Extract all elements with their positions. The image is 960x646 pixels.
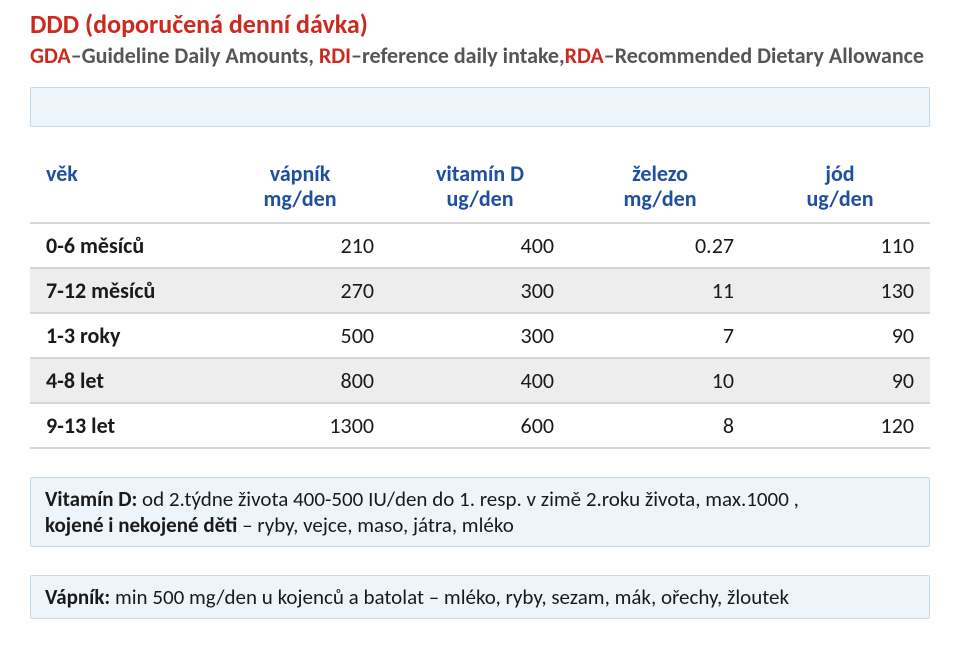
col-header-vitd: vitamín D ug/den	[390, 153, 570, 223]
table-row: 4-8 let 800 400 10 90	[30, 358, 930, 403]
cell: 120	[750, 403, 930, 448]
table-row: 0-6 měsíců 210 400 0.27 110	[30, 223, 930, 268]
title-seg-comma: ,	[308, 42, 319, 69]
cell: 500	[210, 313, 390, 358]
row-label: 1-3 roky	[30, 313, 210, 358]
col-name: jód	[825, 160, 854, 187]
table-row: 7-12 měsíců 270 300 11 130	[30, 268, 930, 313]
col-header-iron: železo mg/den	[570, 153, 750, 223]
col-unit: ug/den	[766, 186, 914, 211]
col-name: věk	[46, 160, 78, 187]
title-seg-rda-txt: –Recommended Dietary Allowance	[604, 42, 924, 69]
col-unit: ug/den	[406, 186, 554, 211]
cell: 11	[570, 268, 750, 313]
cell: 400	[390, 223, 570, 268]
cell: 7	[570, 313, 750, 358]
info-body: od 2.týdne života 400-500 IU/den do 1. r…	[137, 486, 799, 512]
cell: 10	[570, 358, 750, 403]
title-seg-gda-txt: –Guideline Daily Amounts	[71, 42, 309, 69]
col-name: železo	[632, 160, 688, 187]
info-box-vapnik: Vápník: min 500 mg/den u kojenců a batol…	[30, 575, 930, 619]
col-unit: mg/den	[226, 186, 374, 211]
nutrients-table: věk vápník mg/den vitamín D ug/den želez…	[30, 153, 930, 449]
cell: 1300	[210, 403, 390, 448]
row-label: 4-8 let	[30, 358, 210, 403]
title-seg-rdi-txt: –reference daily intake,	[351, 42, 565, 69]
cell: 600	[390, 403, 570, 448]
cell: 270	[210, 268, 390, 313]
col-name: vápník	[270, 160, 331, 187]
cell: 90	[750, 313, 930, 358]
cell: 400	[390, 358, 570, 403]
cell: 8	[570, 403, 750, 448]
row-label: 7-12 měsíců	[30, 268, 210, 313]
cell: 300	[390, 313, 570, 358]
col-header-age: věk	[30, 153, 210, 223]
cell: 90	[750, 358, 930, 403]
title-seg-rda: RDA	[565, 42, 604, 69]
cell: 210	[210, 223, 390, 268]
cell: 0.27	[570, 223, 750, 268]
title-seg-gda: GDA	[30, 42, 71, 69]
cell: 800	[210, 358, 390, 403]
info-body2: – ryby, vejce, maso, játra, mléko	[237, 512, 513, 538]
info-body: min 500 mg/den u kojenců a batolat – mlé…	[110, 584, 789, 610]
table-header-row: věk vápník mg/den vitamín D ug/den želez…	[30, 153, 930, 223]
info-lead2: kojené i nekojené děti	[45, 512, 237, 538]
divider-bar	[30, 87, 930, 127]
row-label: 0-6 měsíců	[30, 223, 210, 268]
title-seg-rdi: RDI	[319, 42, 351, 69]
col-name: vitamín D	[436, 160, 524, 187]
title-line-1: DDD (doporučená denní dávka)	[30, 8, 930, 40]
col-header-calcium: vápník mg/den	[210, 153, 390, 223]
table-row: 1-3 roky 500 300 7 90	[30, 313, 930, 358]
cell: 130	[750, 268, 930, 313]
info-lead: Vápník:	[45, 584, 110, 610]
info-lead: Vitamín D:	[45, 486, 137, 512]
info-box-vitamin-d: Vitamín D: od 2.týdne života 400-500 IU/…	[30, 477, 930, 548]
title-line-2: GDA–Guideline Daily Amounts, RDI–referen…	[30, 42, 930, 69]
col-header-iodine: jód ug/den	[750, 153, 930, 223]
cell: 110	[750, 223, 930, 268]
row-label: 9-13 let	[30, 403, 210, 448]
col-unit: mg/den	[586, 186, 734, 211]
table-row: 9-13 let 1300 600 8 120	[30, 403, 930, 448]
cell: 300	[390, 268, 570, 313]
